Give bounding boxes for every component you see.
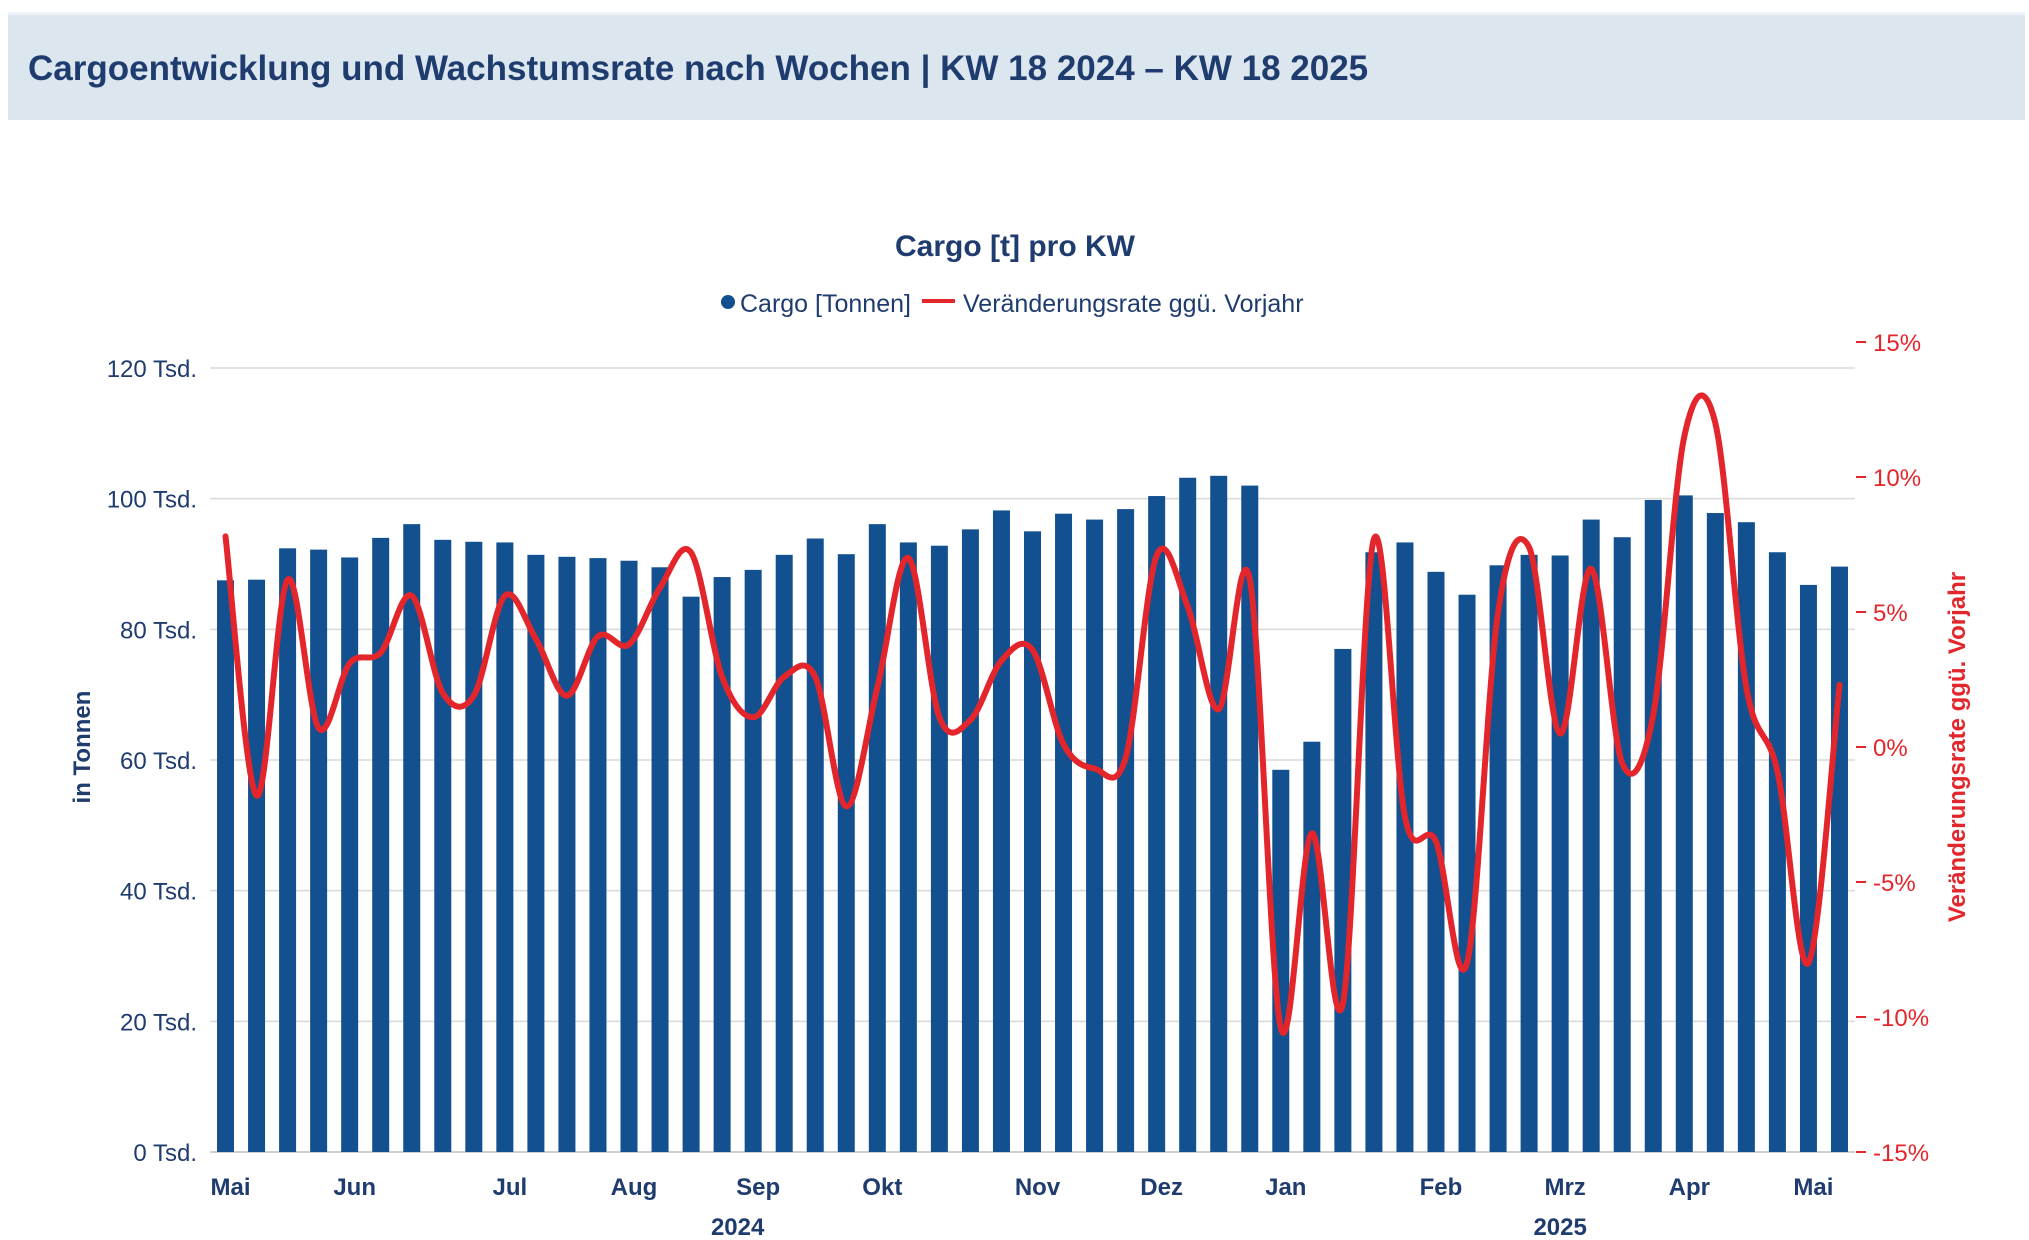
cargo-bar xyxy=(1582,519,1600,1152)
cargo-bar xyxy=(744,569,762,1152)
cargo-bar xyxy=(682,596,700,1152)
cargo-bar xyxy=(279,548,297,1152)
legend-bar-marker xyxy=(721,295,735,309)
chart-title: Cargo [t] pro KW xyxy=(895,230,1136,263)
y-tick-label: 40 Tsd. xyxy=(120,879,197,906)
cargo-bar xyxy=(1768,552,1786,1152)
x-month-label: Okt xyxy=(862,1174,902,1201)
cargo-bar xyxy=(1551,555,1569,1152)
cargo-bar xyxy=(1799,584,1817,1152)
y2-tick-label: -10% xyxy=(1873,1005,1929,1032)
y-axis-title: in Tonnen xyxy=(69,691,96,804)
y-tick-label: 80 Tsd. xyxy=(120,617,197,644)
y2-tick-label: 10% xyxy=(1873,465,1921,492)
cargo-bar xyxy=(1520,554,1538,1152)
cargo-bar xyxy=(1675,495,1693,1152)
y-tick-label: 0 Tsd. xyxy=(133,1140,197,1167)
cargo-bar xyxy=(868,524,886,1152)
cargo-bar xyxy=(775,554,793,1152)
x-month-label: Aug xyxy=(611,1174,658,1201)
cargo-bar xyxy=(589,558,607,1152)
x-year-label: 2025 xyxy=(1533,1214,1586,1240)
x-month-label: Jun xyxy=(333,1174,376,1201)
x-month-label: Jul xyxy=(493,1174,528,1201)
cargo-bar xyxy=(1644,499,1662,1152)
cargo-bar xyxy=(310,549,328,1152)
cargo-bar xyxy=(1706,513,1724,1152)
legend[interactable]: Cargo [Tonnen] Veränderungsrate ggü. Vor… xyxy=(721,290,1304,318)
x-year-label: 2024 xyxy=(711,1214,765,1240)
cargo-bar xyxy=(1179,477,1197,1152)
x-month-label: Mai xyxy=(211,1174,251,1201)
cargo-bar xyxy=(651,567,669,1152)
rate-line xyxy=(222,392,1843,1036)
x-month-label: Nov xyxy=(1015,1174,1061,1201)
x-month-label: Mrz xyxy=(1544,1174,1585,1201)
cargo-bar xyxy=(899,542,917,1152)
cargo-bar xyxy=(1055,513,1073,1152)
x-month-label: Mai xyxy=(1793,1174,1833,1201)
cargo-bar xyxy=(1489,565,1507,1152)
cargo-bar xyxy=(403,524,421,1152)
cargo-bar xyxy=(558,556,576,1152)
cargo-bar xyxy=(1117,509,1135,1152)
cargo-bar xyxy=(1613,537,1631,1152)
cargo-bar xyxy=(713,577,731,1152)
y-tick-label: 60 Tsd. xyxy=(120,748,197,775)
cargo-bar xyxy=(372,537,390,1152)
cargo-bar xyxy=(248,579,266,1152)
x-month-label: Dez xyxy=(1140,1174,1183,1201)
cargo-bar xyxy=(1024,531,1041,1152)
y-tick-label: 20 Tsd. xyxy=(120,1009,197,1036)
y2-tick-label: 0% xyxy=(1873,735,1908,762)
cargo-bar xyxy=(1427,571,1445,1152)
y-tick-label: 120 Tsd. xyxy=(107,356,197,383)
cargo-bar xyxy=(341,557,359,1152)
header-banner: Cargoentwicklung und Wachstumsrate nach … xyxy=(8,12,2025,120)
cargo-bar xyxy=(1148,496,1166,1152)
cargo-bar xyxy=(961,529,979,1152)
cargo-bar xyxy=(527,554,545,1152)
x-month-label: Feb xyxy=(1420,1174,1463,1201)
cargo-bar xyxy=(465,541,483,1152)
cargo-bar xyxy=(434,539,452,1152)
legend-line-label: Veränderungsrate ggü. Vorjahr xyxy=(963,290,1304,318)
cargo-bar xyxy=(496,542,514,1152)
x-month-label: Sep xyxy=(736,1174,780,1201)
page-title: Cargoentwicklung und Wachstumsrate nach … xyxy=(28,49,1369,88)
axes: 0 Tsd. 20 Tsd. 40 Tsd. 60 Tsd. 80 Tsd. 100 Ts… xyxy=(107,330,1929,1240)
cargo-bar xyxy=(217,580,235,1152)
cargo-bar xyxy=(1396,542,1414,1152)
y2-tick-label: -5% xyxy=(1873,870,1916,897)
bar-series xyxy=(217,475,1848,1153)
cargo-bar xyxy=(1272,769,1290,1152)
cargo-bar xyxy=(837,554,855,1152)
y-tick-label: 100 Tsd. xyxy=(107,487,197,514)
cargo-bar xyxy=(1830,566,1848,1152)
y2-tick-label: 15% xyxy=(1873,330,1921,357)
y2-axis-title: Veränderungsrate ggü. Vorjahr xyxy=(1944,572,1971,922)
cargo-bar xyxy=(1086,519,1104,1152)
cargo-bar xyxy=(1303,741,1321,1152)
cargo-bar xyxy=(992,510,1010,1153)
x-month-label: Apr xyxy=(1669,1174,1710,1201)
cargo-bar xyxy=(1458,594,1476,1152)
y2-tick-label: -15% xyxy=(1873,1140,1929,1167)
cargo-bar xyxy=(1365,552,1383,1152)
cargo-bar xyxy=(620,560,638,1152)
cargo-bar xyxy=(1334,648,1352,1152)
cargo-bar xyxy=(930,545,948,1152)
x-month-label: Jan xyxy=(1265,1174,1306,1201)
y2-tick-label: 5% xyxy=(1873,600,1908,627)
cargo-bar xyxy=(1210,475,1228,1152)
legend-bar-label: Cargo [Tonnen] xyxy=(740,290,911,318)
cargo-bar xyxy=(806,538,824,1152)
